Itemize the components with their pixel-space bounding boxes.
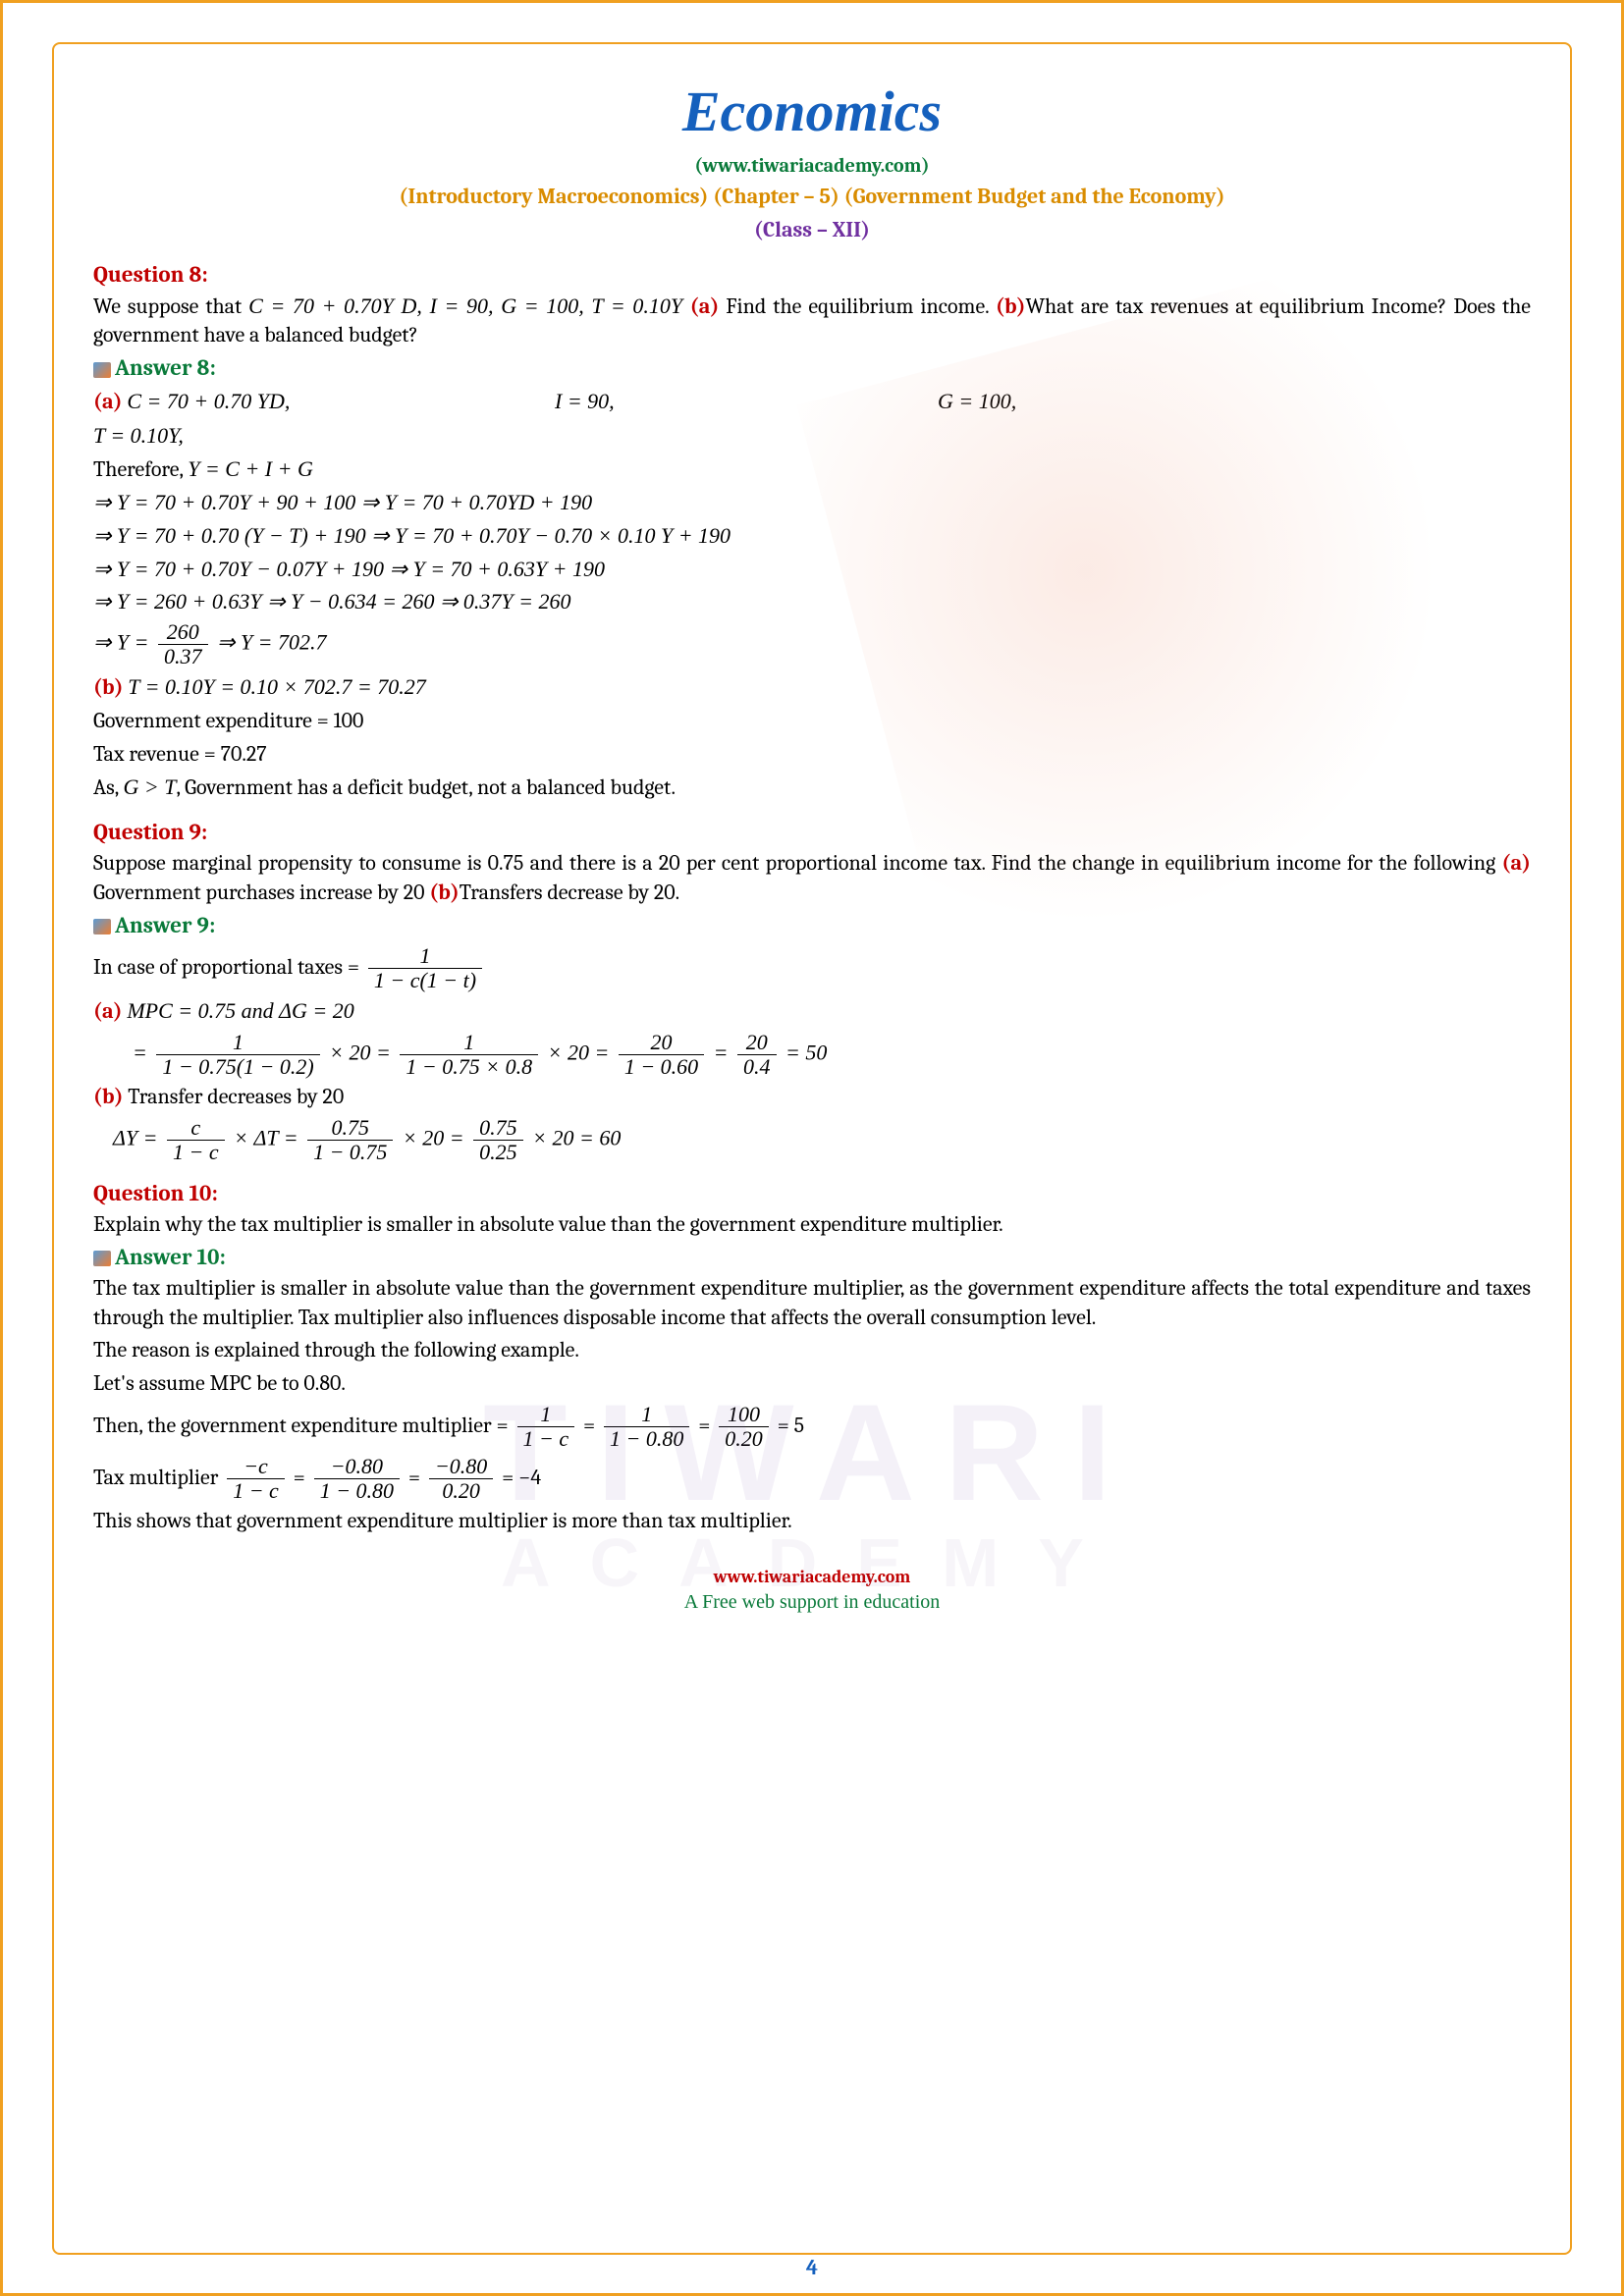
answer-10-p3: Let's assume MPC be to 0.80.	[93, 1369, 1531, 1399]
answer-8-step1: ⇒ Y = 70 + 0.70Y + 90 + 100 ⇒ Y = 70 + 0…	[93, 488, 1531, 517]
answer-9b-calc: ΔY = c1 − c × ΔT = 0.751 − 0.75 × 20 = 0…	[93, 1116, 1531, 1164]
answer-10-p2: The reason is explained through the foll…	[93, 1336, 1531, 1365]
answer-10-label: Answer 10:	[93, 1242, 1531, 1272]
answer-8-step3: ⇒ Y = 70 + 0.70Y − 0.07Y + 190 ⇒ Y = 70 …	[93, 555, 1531, 584]
class-label: (Class – XII)	[93, 216, 1531, 245]
footer-url: www.tiwariacademy.com	[93, 1566, 1531, 1589]
answer-8-conc: As, G > T, Government has a deficit budg…	[93, 773, 1531, 803]
answer-10-tax: Tax multiplier −c1 − c = −0.801 − 0.80 =…	[93, 1455, 1531, 1503]
answer-9-label: Answer 9:	[93, 910, 1531, 940]
answer-9-intro: In case of proportional taxes = 11 − c(1…	[93, 944, 1531, 992]
answer-8-given: (a) C = 70 + 0.70 YD, I = 90, G = 100,	[93, 387, 1531, 417]
question-9-text: Suppose marginal propensity to consume i…	[93, 849, 1531, 907]
answer-8-step4: ⇒ Y = 260 + 0.63Y ⇒ Y − 0.634 = 260 ⇒ 0.…	[93, 587, 1531, 616]
question-10-label: Question 10:	[93, 1178, 1531, 1208]
answer-9a-calc: = 11 − 0.75(1 − 0.2) × 20 = 11 − 0.75 × …	[93, 1031, 1531, 1079]
answer-8-ge: Government expenditure = 100	[93, 707, 1531, 736]
answer-8-tr: Tax revenue = 70.27	[93, 740, 1531, 770]
answer-9a: (a) MPC = 0.75 and ΔG = 20	[93, 996, 1531, 1027]
answer-10-p1: The tax multiplier is smaller in absolut…	[93, 1274, 1531, 1332]
question-8-text: We suppose that C = 70 + 0.70Y D, I = 90…	[93, 292, 1531, 350]
page-number: 4	[806, 2254, 818, 2283]
chapter-title: (Introductory Macroeconomics) (Chapter –…	[93, 183, 1531, 212]
answer-8-step2: ⇒ Y = 70 + 0.70 (Y − T) + 190 ⇒ Y = 70 +…	[93, 521, 1531, 551]
answer-10-conc: This shows that government expenditure m…	[93, 1507, 1531, 1536]
page-title: Economics	[93, 74, 1531, 150]
question-9-label: Question 9:	[93, 817, 1531, 847]
question-10-text: Explain why the tax multiplier is smalle…	[93, 1210, 1531, 1240]
answer-8-therefore: Therefore, Y = C + I + G	[93, 454, 1531, 485]
answer-10-gov: Then, the government expenditure multipl…	[93, 1403, 1531, 1451]
answer-8b: (b) T = 0.10Y = 0.10 × 702.7 = 70.27	[93, 672, 1531, 703]
website-link: (www.tiwariacademy.com)	[93, 152, 1531, 179]
answer-9b: (b) Transfer decreases by 20	[93, 1083, 1531, 1112]
question-8-label: Question 8:	[93, 259, 1531, 290]
answer-8-label: Answer 8:	[93, 352, 1531, 383]
answer-8-step5: ⇒ Y = 2600.37 ⇒ Y = 702.7	[93, 620, 1531, 668]
answer-8-t: T = 0.10Y,	[93, 421, 1531, 451]
footer-tagline: A Free web support in education	[93, 1589, 1531, 1616]
